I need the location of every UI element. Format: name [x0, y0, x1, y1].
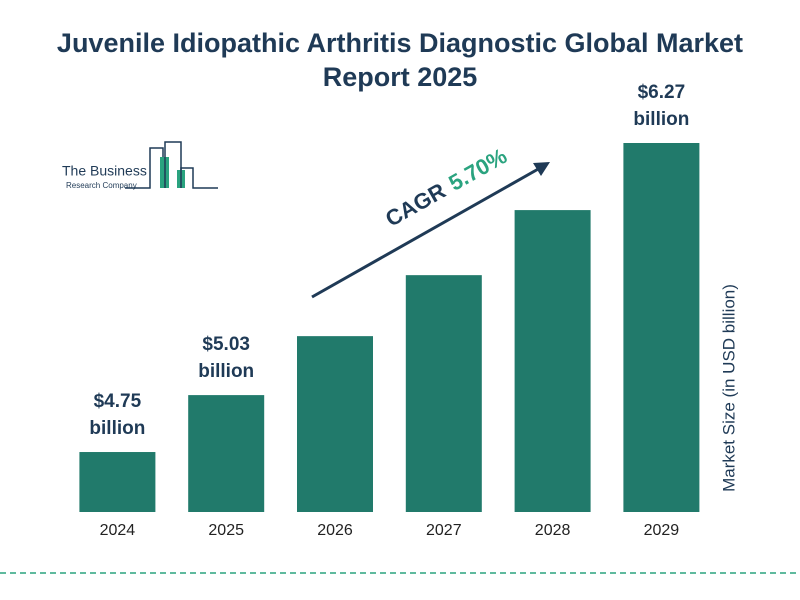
bar: [623, 143, 700, 512]
cagr-arrowhead: [533, 162, 550, 176]
logo-text: The Business: [62, 163, 147, 179]
x-tick-label: 2026: [317, 522, 353, 539]
x-tick-label: 2029: [644, 522, 680, 539]
bar: [188, 395, 265, 512]
bar: [297, 336, 373, 512]
value-label: $5.03 billion: [198, 334, 255, 383]
bar: [79, 452, 156, 512]
y-axis-label: Market Size (in USD billion): [719, 284, 738, 492]
x-tick-label: 2028: [535, 522, 571, 539]
x-tick-label: 2025: [208, 522, 244, 539]
bar: [405, 275, 482, 512]
x-tick-label: 2024: [100, 522, 136, 539]
chart-title: Juvenile Idiopathic Arthritis Diagnostic…: [56, 28, 744, 92]
cagr-arrow: [311, 166, 541, 299]
value-label: $6.27 billion: [633, 82, 690, 130]
logo: The Business Research Company: [62, 141, 218, 190]
cagr-value: 5.70%: [444, 143, 511, 195]
value-label: $4.75 billion: [89, 391, 146, 440]
bar: [514, 210, 591, 512]
x-tick-label: 2027: [426, 522, 462, 539]
logo-subtext: Research Company: [66, 181, 137, 190]
cagr: CAGR5.70%: [381, 143, 511, 231]
